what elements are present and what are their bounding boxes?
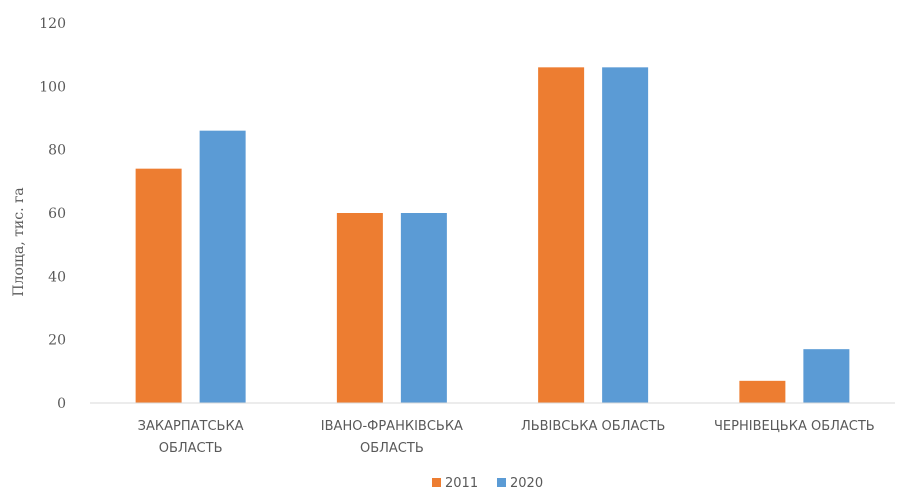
y-axis: 0 20 40 60 80 100 120 (39, 16, 66, 412)
bar-2020-3 (602, 67, 649, 403)
legend-swatch-2020 (497, 478, 506, 487)
category-label: ЛЬВІВСЬКА ОБЛАСТЬ (521, 419, 665, 434)
y-tick-label: 100 (39, 79, 66, 95)
bar-2011-4 (739, 380, 786, 403)
bar-2011-2 (336, 213, 383, 403)
bar-2011-1 (135, 168, 182, 403)
bar-2020-2 (400, 213, 447, 403)
legend-label-2011: 2011 (445, 476, 478, 491)
y-axis-title: Площа, тис. га (11, 187, 27, 296)
category-label: ЗАКАРПАТСЬКА ОБЛАСТЬ (138, 419, 244, 456)
category-label: ЧЕРНІВЕЦЬКА ОБЛАСТЬ (714, 419, 875, 434)
y-tick-label: 120 (39, 16, 66, 32)
legend: 2011 2020 (432, 476, 543, 491)
y-tick-label: 40 (48, 269, 66, 285)
bar-2011-3 (538, 67, 585, 403)
bar-2020-4 (803, 349, 850, 403)
y-tick-label: 80 (48, 143, 66, 159)
y-tick-label: 20 (48, 333, 66, 349)
category-labels: ЗАКАРПАТСЬКА ОБЛАСТЬ ІВАНО-ФРАНКІВСЬКА ОБЛА… (138, 419, 875, 456)
y-tick-label: 60 (48, 206, 66, 222)
bar-2020-1 (199, 130, 246, 403)
bars-group (135, 67, 850, 403)
legend-swatch-2011 (432, 478, 441, 487)
y-tick-label: 0 (57, 396, 66, 412)
legend-label-2020: 2020 (510, 476, 543, 491)
category-label: ІВАНО-ФРАНКІВСЬКА ОБЛАСТЬ (321, 419, 463, 456)
